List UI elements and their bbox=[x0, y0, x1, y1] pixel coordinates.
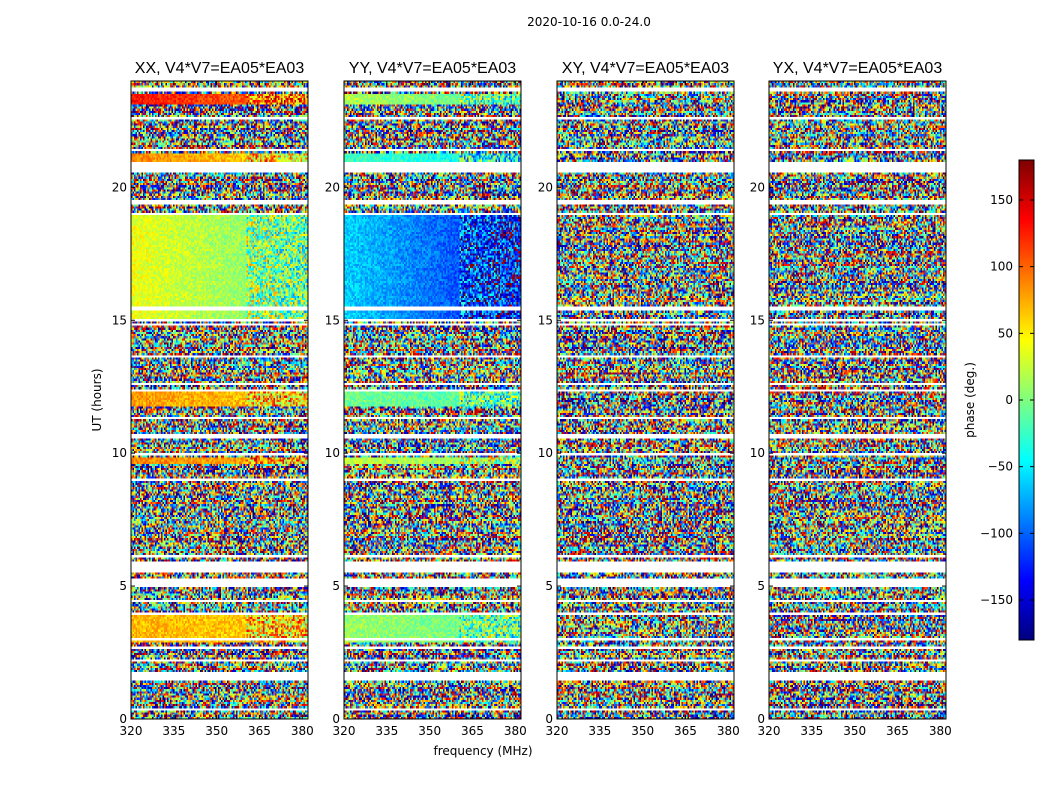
phase-heatmap-yx bbox=[769, 81, 946, 719]
y-tick-label: 20 bbox=[538, 180, 553, 194]
panel-yy: YY, V4*V7=EA05*EA03 320 335 350 365 380 0 5 10 15… bbox=[325, 60, 527, 738]
x-tick-label: 320 bbox=[758, 724, 781, 738]
colorbar-tick-label: 150 bbox=[990, 193, 1013, 207]
y-tick-label: 15 bbox=[538, 313, 553, 327]
x-tick-label: 365 bbox=[461, 724, 484, 738]
panel-xx: XX, V4*V7=EA05*EA03 320 335 350 365 380 0 5 10 15… bbox=[112, 60, 314, 738]
y-tick-label: 0 bbox=[119, 712, 127, 726]
y-tick-label: 15 bbox=[112, 313, 127, 327]
y-tick-label: 0 bbox=[545, 712, 553, 726]
x-axis-label: frequency (MHz) bbox=[433, 744, 532, 758]
x-tick-label: 335 bbox=[800, 724, 823, 738]
colorbar-tick-label: −50 bbox=[988, 460, 1013, 474]
panel-title: YY, V4*V7=EA05*EA03 bbox=[349, 60, 516, 77]
x-tick-label: 320 bbox=[120, 724, 143, 738]
x-tick-label: 380 bbox=[504, 724, 527, 738]
axes-frame bbox=[768, 80, 947, 720]
y-tick-label: 5 bbox=[757, 579, 765, 593]
y-tick-label: 5 bbox=[119, 579, 127, 593]
x-tick-label: 335 bbox=[162, 724, 185, 738]
figure-suptitle: 2020-10-16 0.0-24.0 bbox=[527, 15, 651, 29]
panel-xy: XY, V4*V7=EA05*EA03 320 335 350 365 380 0 5 10 15… bbox=[538, 60, 740, 738]
x-tick-label: 350 bbox=[631, 724, 654, 738]
y-tick-label: 20 bbox=[750, 180, 765, 194]
phase-heatmap-xy bbox=[557, 81, 734, 719]
x-tick-label: 350 bbox=[418, 724, 441, 738]
y-tick-label: 10 bbox=[750, 446, 765, 460]
y-tick-label: 0 bbox=[757, 712, 765, 726]
y-tick-label: 10 bbox=[325, 446, 340, 460]
x-tick-label: 380 bbox=[717, 724, 740, 738]
x-tick-label: 335 bbox=[588, 724, 611, 738]
panel-title: YX, V4*V7=EA05*EA03 bbox=[773, 60, 943, 77]
y-tick-label: 0 bbox=[332, 712, 340, 726]
x-tick-label: 320 bbox=[333, 724, 356, 738]
x-tick-label: 365 bbox=[886, 724, 909, 738]
x-tick-label: 335 bbox=[375, 724, 398, 738]
y-tick-label: 5 bbox=[545, 579, 553, 593]
panels-group: XX, V4*V7=EA05*EA03 320 335 350 365 380 0 5 10 15… bbox=[112, 60, 952, 738]
y-tick-label: 10 bbox=[112, 446, 127, 460]
panel-title: XY, V4*V7=EA05*EA03 bbox=[562, 60, 729, 77]
colorbar: 150 100 50 0 −50 −100 −150 bbox=[980, 159, 1035, 641]
x-tick-label: 350 bbox=[843, 724, 866, 738]
panel-title: XX, V4*V7=EA05*EA03 bbox=[135, 60, 305, 77]
x-tick-label: 365 bbox=[674, 724, 697, 738]
colorbar-tick-label: 50 bbox=[998, 326, 1013, 340]
colorbar-label: phase (deg.) bbox=[963, 362, 977, 438]
y-tick-label: 5 bbox=[332, 579, 340, 593]
axes-frame bbox=[130, 80, 309, 720]
x-tick-label: 365 bbox=[248, 724, 271, 738]
panel-yx: YX, V4*V7=EA05*EA03 320 335 350 365 380 0 5 10 15… bbox=[750, 60, 952, 738]
axes-frame bbox=[556, 80, 735, 720]
colorbar-tick-label: −150 bbox=[980, 593, 1013, 607]
axes-frame bbox=[343, 80, 522, 720]
colorbar-tick-label: 100 bbox=[990, 260, 1013, 274]
y-tick-label: 15 bbox=[325, 313, 340, 327]
y-axis-label: UT (hours) bbox=[90, 368, 104, 431]
x-tick-label: 380 bbox=[929, 724, 952, 738]
x-tick-label: 380 bbox=[291, 724, 314, 738]
colorbar-tick-label: 0 bbox=[1005, 393, 1013, 407]
y-tick-label: 20 bbox=[325, 180, 340, 194]
y-tick-label: 15 bbox=[750, 313, 765, 327]
phase-heatmap-yy bbox=[344, 81, 521, 719]
y-tick-label: 20 bbox=[112, 180, 127, 194]
x-tick-label: 320 bbox=[546, 724, 569, 738]
colorbar-tick-label: −100 bbox=[980, 526, 1013, 540]
y-tick-label: 10 bbox=[538, 446, 553, 460]
phase-heatmap-xx bbox=[131, 81, 308, 719]
x-tick-label: 350 bbox=[205, 724, 228, 738]
